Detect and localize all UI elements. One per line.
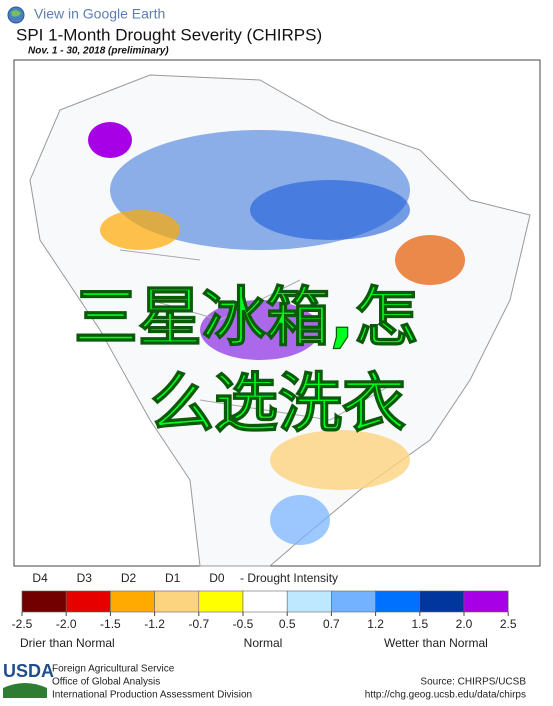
drought-class: D4 xyxy=(32,571,48,585)
tick-label: 1.5 xyxy=(411,617,428,631)
drought-class: D3 xyxy=(77,571,93,585)
drought-class: D2 xyxy=(121,571,137,585)
google-earth-icon[interactable] xyxy=(7,6,25,24)
color-bin xyxy=(419,590,465,613)
tick-label: 0.7 xyxy=(323,617,340,631)
drought-class: D0 xyxy=(209,571,225,585)
footer-url[interactable]: http://chg.geog.ucsb.edu/data/chirps xyxy=(365,690,526,701)
legend-left: Drier than Normal xyxy=(20,636,115,650)
color-bin xyxy=(242,590,288,613)
color-bin xyxy=(331,590,376,613)
footer-source: Source: CHIRPS/UCSB xyxy=(420,677,526,688)
overlay-text: 么选洗衣 xyxy=(150,368,406,442)
color-bin xyxy=(375,590,421,613)
color-bin xyxy=(198,590,244,613)
map-subtitle: Nov. 1 - 30, 2018 (preliminary) xyxy=(28,46,169,57)
drought-title: - Drought Intensity xyxy=(240,571,338,585)
tick-label: 2.0 xyxy=(456,617,473,631)
legend-center: Normal xyxy=(244,636,283,650)
overlay-text: 三星冰箱,怎 xyxy=(74,282,418,356)
tick-label: 0.5 xyxy=(279,617,296,631)
color-bin xyxy=(21,590,67,613)
map-title: SPI 1-Month Drought Severity (CHIRPS) xyxy=(16,25,322,44)
map xyxy=(13,59,541,567)
tick-label: -0.5 xyxy=(233,617,254,631)
tick-label: 1.2 xyxy=(367,617,384,631)
logo-text: USDA xyxy=(3,661,54,681)
footer-org: Office of Global Analysis xyxy=(52,677,160,688)
legend-right: Wetter than Normal xyxy=(384,636,488,650)
tick-label: -0.7 xyxy=(188,617,209,631)
color-bin xyxy=(286,590,332,613)
google-earth-link[interactable]: View in Google Earth xyxy=(34,6,165,22)
tick-label: -1.5 xyxy=(100,617,121,631)
color-bin xyxy=(65,590,111,613)
tick-label: 2.5 xyxy=(500,617,517,631)
tick-label: -2.5 xyxy=(12,617,33,631)
color-bin xyxy=(154,590,200,613)
footer-org: International Production Assessment Divi… xyxy=(52,690,252,701)
usda-logo: USDA xyxy=(3,661,54,698)
color-bin xyxy=(463,590,509,613)
footer-org: Foreign Agricultural Service xyxy=(52,664,175,675)
tick-label: -1.2 xyxy=(144,617,165,631)
drought-class: D1 xyxy=(165,571,181,585)
tick-label: -2.0 xyxy=(56,617,77,631)
color-bin xyxy=(110,590,155,613)
